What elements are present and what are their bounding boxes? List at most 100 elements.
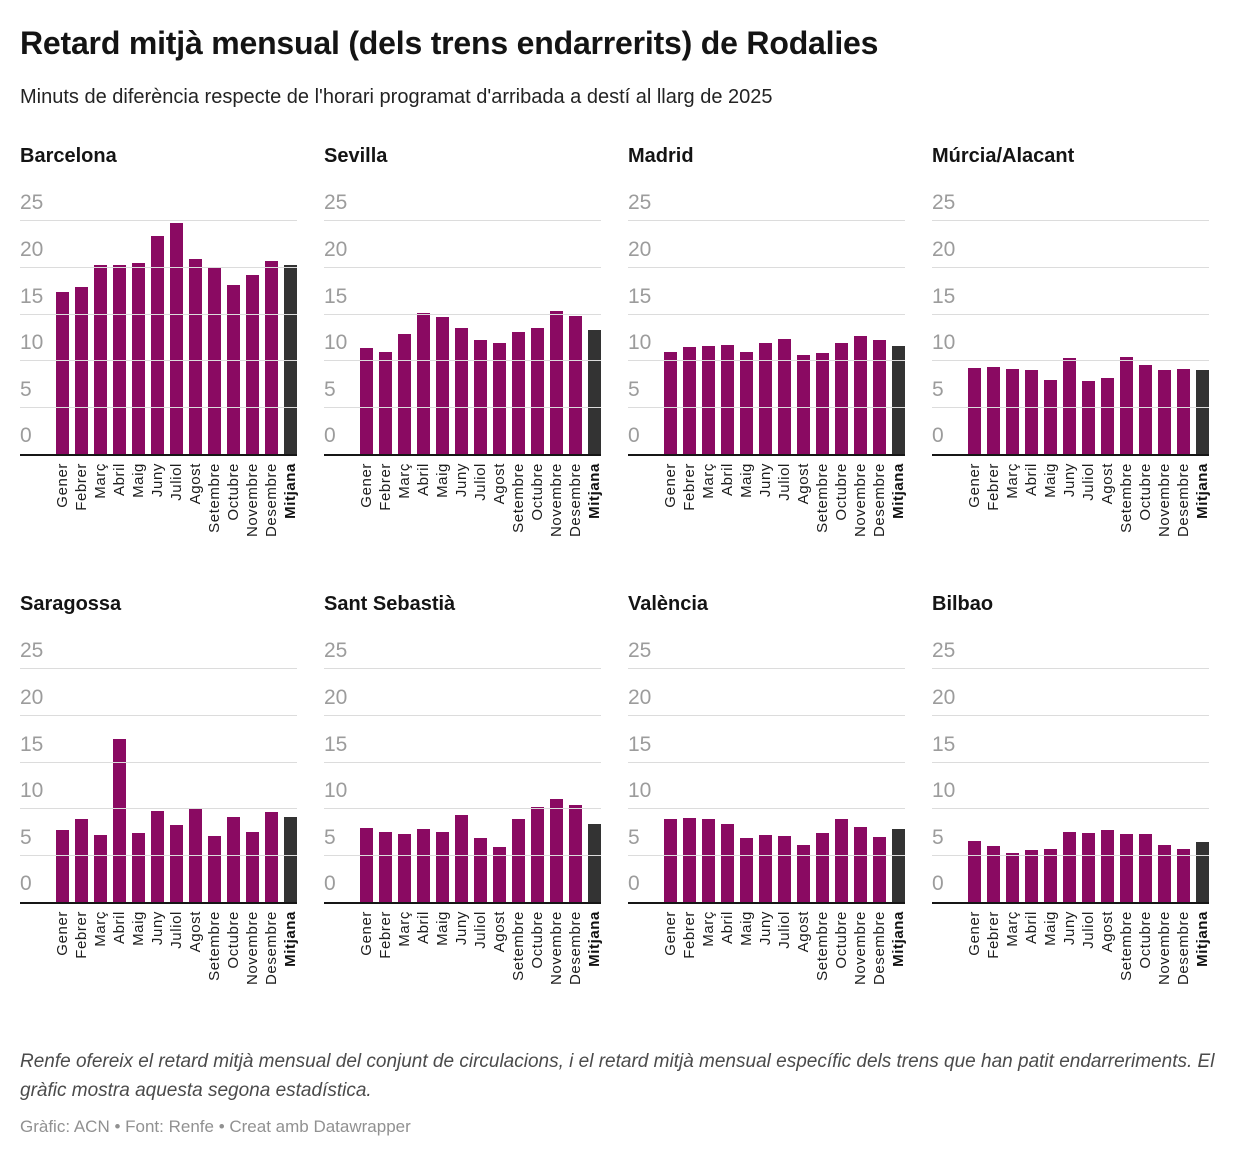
bar-novembre[interactable] — [854, 826, 867, 903]
bar-juliol[interactable] — [1082, 380, 1095, 455]
bar-gener[interactable] — [664, 351, 677, 455]
bar-desembre[interactable] — [1177, 368, 1190, 455]
bar-desembre[interactable] — [873, 837, 886, 903]
bar-gener[interactable] — [56, 829, 69, 903]
bar-febrer[interactable] — [683, 347, 696, 455]
bar-maig[interactable] — [740, 351, 753, 455]
bar-febrer[interactable] — [683, 817, 696, 903]
bar-juliol[interactable] — [474, 838, 487, 903]
bar-novembre[interactable] — [854, 336, 867, 455]
bar-abril[interactable] — [417, 312, 430, 455]
bar-mitjana[interactable] — [1196, 369, 1209, 455]
bar-febrer[interactable] — [987, 366, 1000, 455]
bar-gener[interactable] — [968, 840, 981, 903]
bar-mar-[interactable] — [1006, 368, 1019, 455]
bar-setembre[interactable] — [512, 819, 525, 903]
bar-juliol[interactable] — [778, 836, 791, 903]
bar-novembre[interactable] — [246, 274, 259, 455]
bar-maig[interactable] — [436, 831, 449, 903]
bar-agost[interactable] — [493, 847, 506, 903]
bar-juliol[interactable] — [170, 825, 183, 903]
bar-maig[interactable] — [436, 317, 449, 455]
bar-mar-[interactable] — [398, 334, 411, 455]
bar-juny[interactable] — [759, 343, 772, 455]
bar-setembre[interactable] — [512, 332, 525, 455]
bar-juny[interactable] — [759, 835, 772, 903]
bar-mitjana[interactable] — [588, 330, 601, 455]
bar-juny[interactable] — [455, 327, 468, 455]
bar-juliol[interactable] — [778, 338, 791, 455]
bar-agost[interactable] — [1101, 377, 1114, 455]
bar-octubre[interactable] — [835, 819, 848, 903]
bar-agost[interactable] — [797, 844, 810, 903]
bar-desembre[interactable] — [873, 339, 886, 455]
bar-octubre[interactable] — [531, 327, 544, 455]
bar-febrer[interactable] — [379, 351, 392, 455]
bar-novembre[interactable] — [246, 831, 259, 903]
bar-novembre[interactable] — [550, 798, 563, 903]
bar-agost[interactable] — [493, 342, 506, 455]
bar-abril[interactable] — [113, 739, 126, 903]
bar-abril[interactable] — [721, 824, 734, 903]
bar-juny[interactable] — [455, 814, 468, 903]
bar-agost[interactable] — [1101, 829, 1114, 903]
plot-area: 0 5 10 15 20 25 — [932, 616, 1209, 905]
bar-setembre[interactable] — [816, 832, 829, 903]
bar-desembre[interactable] — [569, 805, 582, 903]
bar-mitjana[interactable] — [892, 346, 905, 455]
bar-febrer[interactable] — [987, 846, 1000, 903]
bar-febrer[interactable] — [379, 831, 392, 903]
bar-abril[interactable] — [1025, 850, 1038, 903]
bar-novembre[interactable] — [1158, 844, 1171, 903]
bar-mitjana[interactable] — [892, 828, 905, 903]
bar-novembre[interactable] — [1158, 369, 1171, 455]
bar-gener[interactable] — [968, 367, 981, 455]
bar-febrer[interactable] — [75, 819, 88, 903]
bar-maig[interactable] — [740, 838, 753, 903]
bar-agost[interactable] — [797, 354, 810, 455]
bar-octubre[interactable] — [835, 343, 848, 455]
bar-desembre[interactable] — [569, 315, 582, 455]
bar-juliol[interactable] — [170, 223, 183, 455]
bar-setembre[interactable] — [816, 352, 829, 455]
bar-maig[interactable] — [1044, 849, 1057, 903]
bar-mitjana[interactable] — [588, 824, 601, 903]
bar-maig[interactable] — [132, 832, 145, 903]
bar-abril[interactable] — [1025, 369, 1038, 455]
bar-mitjana[interactable] — [1196, 841, 1209, 903]
bar-maig[interactable] — [132, 263, 145, 455]
bar-octubre[interactable] — [1139, 834, 1152, 903]
bar-novembre[interactable] — [550, 310, 563, 455]
bar-desembre[interactable] — [265, 812, 278, 903]
bar-agost[interactable] — [189, 258, 202, 455]
bar-juny[interactable] — [151, 236, 164, 455]
bar-desembre[interactable] — [265, 260, 278, 455]
bar-abril[interactable] — [721, 345, 734, 455]
bar-mar-[interactable] — [398, 834, 411, 903]
bar-gener[interactable] — [360, 827, 373, 903]
bar-abril[interactable] — [417, 828, 430, 903]
bar-febrer[interactable] — [75, 286, 88, 455]
bar-juliol[interactable] — [474, 339, 487, 455]
bar-setembre[interactable] — [1120, 356, 1133, 455]
gridline-y10 — [628, 808, 905, 810]
bar-mitjana[interactable] — [284, 816, 297, 903]
bar-juny[interactable] — [1063, 358, 1076, 455]
bar-setembre[interactable] — [1120, 834, 1133, 903]
bar-octubre[interactable] — [1139, 364, 1152, 455]
bar-mar-[interactable] — [702, 346, 715, 455]
bar-gener[interactable] — [664, 819, 677, 903]
bar-maig[interactable] — [1044, 379, 1057, 455]
bar-gener[interactable] — [360, 348, 373, 455]
bar-mar-[interactable] — [1006, 853, 1019, 903]
bar-gener[interactable] — [56, 292, 69, 455]
bar-mar-[interactable] — [94, 835, 107, 903]
bar-juny[interactable] — [151, 811, 164, 903]
bar-desembre[interactable] — [1177, 849, 1190, 903]
bar-octubre[interactable] — [227, 816, 240, 903]
bar-mar-[interactable] — [702, 819, 715, 903]
bar-juny[interactable] — [1063, 831, 1076, 903]
bar-octubre[interactable] — [227, 284, 240, 455]
bar-setembre[interactable] — [208, 836, 221, 903]
bar-juliol[interactable] — [1082, 832, 1095, 903]
